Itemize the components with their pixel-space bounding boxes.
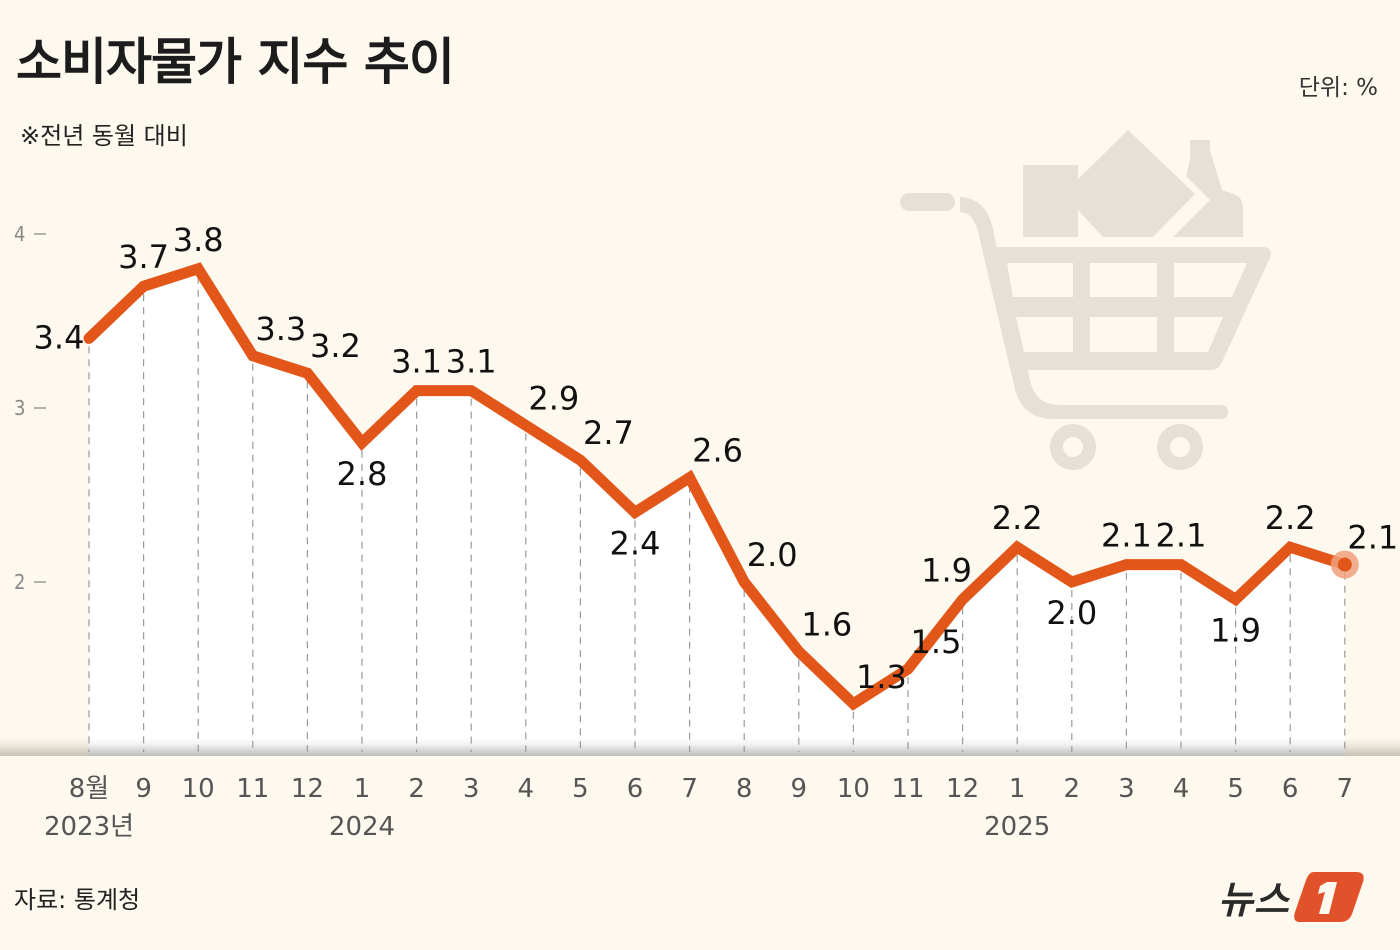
x-tick-label: 5 xyxy=(1227,774,1244,804)
x-tick-label: 7 xyxy=(681,774,698,804)
logo-mark-icon xyxy=(1294,872,1364,922)
value-label: 2.2 xyxy=(1265,499,1316,537)
x-tick-label: 3 xyxy=(463,774,480,804)
chart-subtitle: ※전년 동월 대비 xyxy=(20,122,188,150)
value-label: 3.8 xyxy=(173,221,224,259)
source-label: 자료: 통계청 xyxy=(14,886,141,914)
shopping-cart-icon xyxy=(900,130,1271,470)
svg-text:3: 3 xyxy=(14,396,25,420)
x-tick-label: 1 xyxy=(1009,774,1026,804)
value-label: 2.0 xyxy=(1046,594,1097,632)
value-label: 2.1 xyxy=(1347,519,1398,557)
x-tick-label: 2 xyxy=(408,774,425,804)
unit-label: 단위: % xyxy=(1298,75,1378,101)
area-under-line xyxy=(89,268,1345,740)
x-tick-label: 5 xyxy=(572,774,589,804)
value-label: 2.9 xyxy=(528,379,579,417)
x-tick-label: 12 xyxy=(291,774,324,804)
svg-text:2: 2 xyxy=(14,570,25,594)
value-label: 3.1 xyxy=(446,343,497,381)
value-label: 1.3 xyxy=(856,658,907,696)
value-label: 3.7 xyxy=(118,238,169,276)
value-label: 1.9 xyxy=(921,551,972,589)
value-label: 3.4 xyxy=(34,318,85,356)
x-tick-label: 6 xyxy=(1282,774,1299,804)
value-label: 2.4 xyxy=(610,524,661,562)
value-label: 1.5 xyxy=(911,623,962,661)
svg-text:4: 4 xyxy=(14,222,25,246)
x-tick-label: 11 xyxy=(236,774,269,804)
value-label: 2.8 xyxy=(337,455,388,493)
value-labels: 3.43.7 3.83.3 3.22.83.1 3.12.92.72.42.62.01… xyxy=(34,221,1399,696)
x-tick-label: 10 xyxy=(182,774,215,804)
x-tick-label: 8 xyxy=(736,774,753,804)
data-line xyxy=(83,262,1359,711)
x-tick-label: 1 xyxy=(354,774,371,804)
value-label: 2.7 xyxy=(583,414,634,452)
value-label: 3.3 xyxy=(255,310,306,348)
value-label: 2.1 xyxy=(1101,517,1152,555)
value-label: 3.2 xyxy=(310,327,361,365)
x-tick-label: 11 xyxy=(891,774,924,804)
x-tick-label: 6 xyxy=(627,774,644,804)
value-label: 2.2 xyxy=(992,499,1043,537)
year-label: 2023년 xyxy=(44,812,134,842)
x-tick-label: 3 xyxy=(1118,774,1135,804)
news1-logo: 뉴스 xyxy=(1218,868,1366,924)
value-label: 2.1 xyxy=(1156,517,1207,555)
axis-band-plot xyxy=(89,738,1345,756)
x-tick-label: 10 xyxy=(837,774,870,804)
logo-text: 뉴스 xyxy=(1218,877,1290,922)
value-label: 1.6 xyxy=(801,606,852,644)
x-tick-label: 9 xyxy=(791,774,808,804)
value-label: 2.0 xyxy=(747,536,798,574)
x-tick-label: 7 xyxy=(1337,774,1354,804)
x-tick-label: 4 xyxy=(518,774,535,804)
year-label: 2024 xyxy=(329,812,395,842)
x-tick-label: 8월 xyxy=(69,774,109,804)
chart-title: 소비자물가 지수 추이 xyxy=(16,33,455,91)
y-axis: 4 3 2 xyxy=(14,222,46,594)
value-label: 3.1 xyxy=(391,343,442,381)
x-tick-label: 4 xyxy=(1173,774,1190,804)
x-tick-label: 9 xyxy=(135,774,152,804)
vertical-gridlines xyxy=(88,276,1346,752)
x-tick-label: 2 xyxy=(1064,774,1081,804)
value-label: 1.9 xyxy=(1210,611,1261,649)
value-label: 2.6 xyxy=(692,432,743,470)
x-tick-label: 12 xyxy=(946,774,979,804)
year-label: 2025 xyxy=(984,812,1050,842)
